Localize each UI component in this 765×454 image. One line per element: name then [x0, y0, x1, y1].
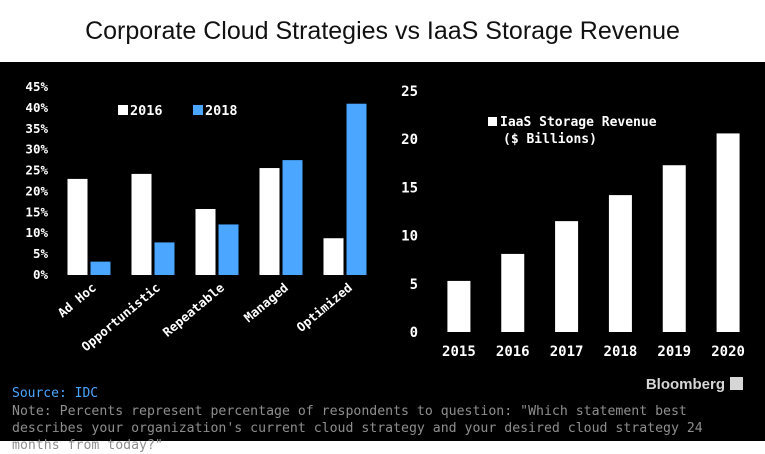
x-tick-label: 2019 [657, 344, 691, 360]
x-tick-label: 2016 [496, 344, 530, 360]
y-tick-label: 35% [25, 121, 48, 136]
y-tick-label: 5 [410, 277, 418, 293]
bar-2018-optimized [346, 103, 367, 275]
bar-2016 [501, 253, 525, 332]
bar-2018 [608, 195, 632, 332]
y-tick-label: 20% [25, 183, 48, 198]
y-tick-label: 15% [25, 204, 48, 219]
footnote: Note: Percents represent percentage of r… [12, 404, 703, 453]
y-tick-label: 10 [401, 229, 418, 245]
y-tick-label: 10% [25, 225, 48, 240]
source-note: Source: IDC [12, 386, 99, 401]
bar-2016-ad-hoc [67, 178, 88, 275]
x-tick-label: Managed [241, 280, 291, 325]
y-tick-label: 5% [33, 246, 49, 261]
legend-label-2016: 2016 [130, 103, 163, 119]
bar-2016-optimized [323, 238, 344, 275]
legend-swatch-revenue [488, 117, 497, 126]
charts-canvas: 0%5%10%15%20%25%30%35%40%45%Ad HocOpport… [25, 79, 745, 360]
y-tick-label: 20 [401, 132, 418, 148]
x-tick-label: 2015 [442, 344, 476, 360]
bar-2018-ad-hoc [90, 261, 111, 275]
bar-2020 [716, 133, 740, 332]
y-tick-label: 45% [25, 79, 48, 94]
y-tick-label: 30% [25, 142, 48, 157]
chart-title: Corporate Cloud Strategies vs IaaS Stora… [85, 17, 680, 45]
bloomberg-terminal-icon [730, 377, 743, 390]
chart-panel: 0% 5% 10% 15% 20% 25% 30% 35% 40% 45% Ad Hoc Opport… [0, 62, 765, 453]
x-tick-label: Repeatable [160, 280, 228, 340]
x-tick-label: Optimized [293, 280, 355, 335]
y-tick-label: 0% [33, 267, 49, 282]
bar-2018-repeatable [218, 224, 239, 275]
legend-swatch-2016 [118, 105, 128, 115]
bar-2015 [447, 280, 471, 332]
y-tick-label: 40% [25, 100, 48, 115]
x-tick-label: 2020 [711, 344, 745, 360]
y-tick-label: 25% [25, 163, 48, 178]
y-tick-label: 15 [401, 180, 418, 196]
legend-swatch-2018 [193, 105, 203, 115]
x-tick-label: 2018 [604, 344, 638, 360]
brand-label: Bloomberg [645, 376, 725, 393]
y-tick-label: 25 [401, 84, 418, 100]
bar-2018-opportunistic [154, 242, 175, 275]
x-tick-label: 2017 [550, 344, 584, 360]
bar-2019 [662, 165, 686, 332]
legend-label-revenue: IaaS Storage Revenue [500, 115, 657, 130]
legend-label-2018: 2018 [205, 103, 238, 119]
y-tick-label: 0 [410, 325, 418, 341]
bar-2017 [555, 221, 579, 332]
bar-2016-managed [259, 168, 280, 275]
x-tick-label: Ad Hoc [55, 280, 99, 321]
bar-2016-opportunistic [131, 173, 152, 275]
bar-2016-repeatable [195, 208, 216, 275]
bar-2018-managed [282, 160, 303, 275]
bloomberg-logo: Bloomberg [646, 376, 743, 393]
legend-sublabel-revenue: ($ Billions) [503, 132, 597, 147]
